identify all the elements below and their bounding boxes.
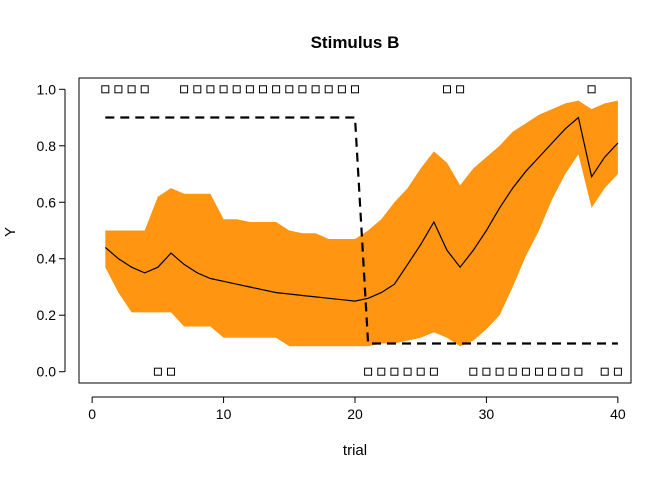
mean-line-series <box>104 116 619 302</box>
marker-square-top <box>245 85 254 94</box>
y-tick-label: 0.4 <box>37 251 57 267</box>
marker-square-bottom <box>153 367 162 376</box>
axes: 0 10 20 30 40 0.0 0.2 0.4 0.6 0.8 1.0 <box>37 77 632 422</box>
y-axis-label: Y <box>2 227 19 237</box>
marker-square-top <box>298 85 307 94</box>
marker-square-top <box>114 85 123 94</box>
marker-square-bottom <box>364 367 373 376</box>
marker-square-top <box>219 85 228 94</box>
marker-square-top <box>351 85 359 94</box>
marker-square-top <box>285 85 294 94</box>
marker-square-bottom <box>600 367 609 376</box>
marker-square-top <box>311 85 320 94</box>
marker-square-top <box>193 85 202 94</box>
marker-square-bottom <box>377 367 386 376</box>
marker-square-bottom <box>403 367 412 376</box>
marker-square-top <box>180 85 189 94</box>
marker-square-top <box>587 85 596 94</box>
marker-square-bottom <box>613 367 622 376</box>
marker-square-bottom <box>508 367 517 376</box>
marker-square-bottom <box>548 367 557 376</box>
y-tick-label: 0.6 <box>37 194 57 210</box>
marker-square-bottom <box>521 367 530 376</box>
marker-square-top <box>456 85 465 94</box>
x-tick-label: 40 <box>610 406 626 422</box>
marker-square-top <box>101 85 110 94</box>
marker-square-top <box>232 85 241 94</box>
marker-square-top <box>272 85 281 94</box>
x-axis-label: trial <box>343 442 367 459</box>
dashed-line-series <box>105 116 618 345</box>
x-tick-label: 30 <box>479 406 495 422</box>
marker-square-top <box>127 85 136 94</box>
plot-area <box>101 85 622 376</box>
marker-square-bottom <box>482 367 491 376</box>
marker-square-top <box>206 85 215 94</box>
marker-square-top <box>259 85 267 94</box>
chart-title: Stimulus B <box>311 33 400 52</box>
y-tick-label: 1.0 <box>37 81 57 97</box>
plot-frame <box>78 77 632 384</box>
marker-square-bottom <box>429 367 438 376</box>
y-tick-label: 0.8 <box>37 138 57 154</box>
marker-square-top <box>337 85 346 94</box>
marker-square-bottom <box>495 367 504 376</box>
marker-square-bottom <box>535 367 543 376</box>
y-tick-label: 0.2 <box>37 307 57 323</box>
marker-square-bottom <box>167 367 175 376</box>
marker-square-bottom <box>574 367 583 376</box>
x-tick-label: 0 <box>88 406 96 422</box>
marker-square-top <box>324 85 333 94</box>
y-tick-label: 0.0 <box>37 364 57 380</box>
x-tick-label: 20 <box>347 406 363 422</box>
confidence-band <box>105 100 618 347</box>
marker-square-top <box>140 85 149 94</box>
marker-square-bottom <box>561 367 570 376</box>
marker-square-top <box>443 85 451 94</box>
x-tick-label: 10 <box>216 406 232 422</box>
marker-square-bottom <box>416 367 425 376</box>
marker-square-bottom <box>469 367 478 376</box>
marker-square-bottom <box>390 367 399 376</box>
